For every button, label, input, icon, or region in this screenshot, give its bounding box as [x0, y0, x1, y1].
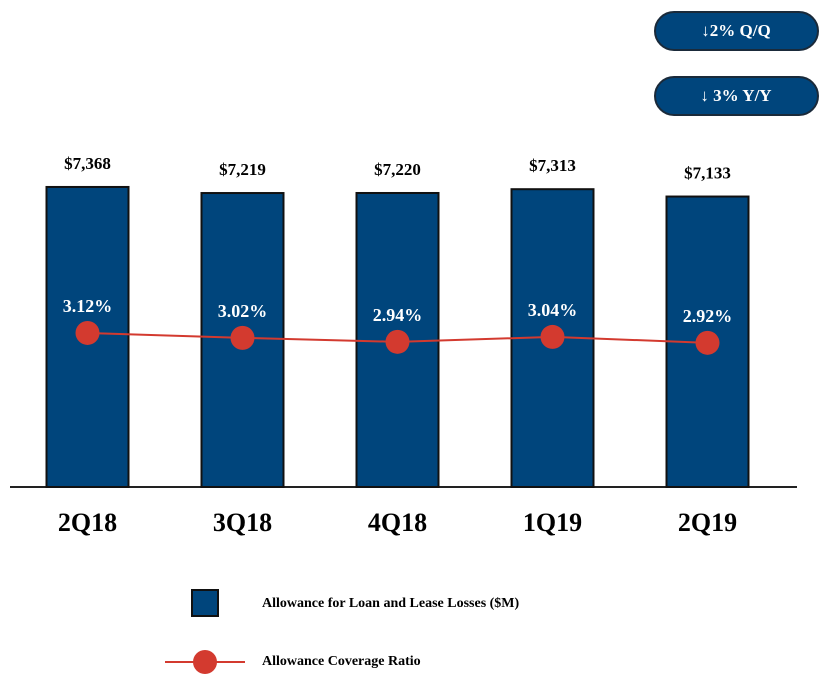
data-label: $7,133 [684, 163, 731, 182]
line-marker [385, 329, 410, 354]
badge-text: ↓ 3% Y/Y [700, 86, 771, 105]
data-label: $7,220 [374, 160, 421, 179]
x-tick-label: 1Q19 [523, 508, 582, 537]
data-label: $7,313 [529, 156, 576, 175]
line-marker [540, 324, 565, 349]
data-label: 2.94% [373, 305, 423, 325]
data-label: $7,219 [219, 160, 266, 179]
line-marker [75, 320, 100, 345]
data-label: $7,368 [64, 154, 111, 173]
badge [654, 76, 819, 116]
x-tick-label: 3Q18 [213, 508, 272, 537]
x-tick-label: 2Q19 [678, 508, 737, 537]
x-tick-label: 4Q18 [368, 508, 427, 537]
line-marker [230, 325, 255, 350]
badge [654, 11, 819, 51]
legend-marker [193, 650, 217, 674]
line-marker [695, 330, 720, 355]
legend-label: Allowance for Loan and Lease Losses ($M) [262, 596, 520, 611]
badge-text: ↓2% Q/Q [701, 21, 770, 40]
legend-swatch [191, 589, 219, 617]
legend-label: Allowance Coverage Ratio [262, 654, 421, 669]
x-tick-label: 2Q18 [58, 508, 117, 537]
data-label: 3.12% [63, 296, 113, 316]
data-label: 3.04% [528, 300, 578, 320]
data-label: 3.02% [218, 301, 268, 321]
data-label: 2.92% [683, 306, 733, 326]
